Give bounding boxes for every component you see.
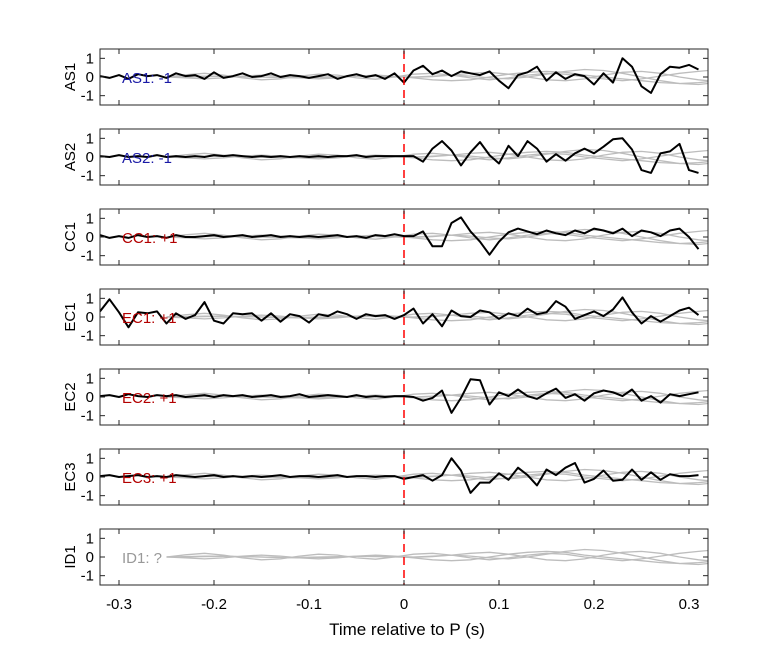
panel-plot-area	[100, 378, 708, 414]
y-tick-label: 0	[86, 149, 94, 166]
y-tick-label: -1	[81, 408, 94, 425]
y-tick-label: -1	[81, 168, 94, 185]
background-trace-2	[166, 150, 708, 165]
x-tick-label: 0.3	[679, 596, 700, 613]
background-trace-2	[166, 310, 708, 325]
x-axis: -0.3 -0.2 -0.1 0 0.1 0.2 0.3	[106, 596, 699, 613]
panel-plot-area	[100, 296, 708, 329]
station-axis-label: EC2	[62, 382, 79, 411]
station-axis-label: AS1	[62, 63, 79, 91]
y-tick-label: -1	[81, 568, 94, 585]
x-tick-label: -0.3	[106, 596, 132, 613]
y-tick-label: 1	[86, 130, 94, 147]
trace-ec1	[100, 296, 700, 329]
background-trace-1	[166, 389, 708, 402]
y-tick-label: 0	[86, 469, 94, 486]
trace-as1	[100, 57, 699, 94]
background-trace-1	[166, 69, 708, 82]
y-tick-label: 1	[86, 50, 94, 67]
panel-plot-area	[100, 57, 708, 94]
trace-as2	[100, 137, 699, 174]
panel-plot-area	[100, 216, 708, 256]
y-tick-label: -1	[81, 488, 94, 505]
polarity-label: AS1: -1	[122, 70, 172, 87]
y-tick-label: 1	[86, 530, 94, 547]
polarity-label: ID1: ?	[122, 550, 162, 567]
background-trace-2	[166, 390, 708, 405]
x-tick-label: 0.2	[584, 596, 605, 613]
y-tick-label: 1	[86, 290, 94, 307]
background-trace-4	[166, 548, 708, 566]
polarity-label: EC2: +1	[122, 390, 177, 407]
x-tick-label: 0.1	[489, 596, 510, 613]
background-trace-1	[166, 149, 708, 162]
x-tick-label: -0.1	[296, 596, 322, 613]
y-tick-label: 1	[86, 450, 94, 467]
background-trace-2	[166, 230, 708, 245]
y-tick-label: -1	[81, 88, 94, 105]
y-tick-label: 0	[86, 549, 94, 566]
panel-plot-area	[166, 548, 708, 566]
trace-ec2	[100, 378, 699, 414]
station-axis-label: ID1	[62, 545, 79, 568]
background-trace-2	[166, 470, 708, 485]
station-axis-label: EC1	[62, 302, 79, 331]
y-tick-label: 0	[86, 229, 94, 246]
x-tick-label: -0.2	[201, 596, 227, 613]
background-trace-1	[166, 549, 708, 562]
polarity-label: EC1: +1	[122, 310, 177, 327]
x-axis-label: Time relative to P (s)	[329, 620, 485, 639]
x-tick-label: 0	[400, 596, 408, 613]
station-axis-label: AS2	[62, 143, 79, 171]
y-tick-label: 0	[86, 389, 94, 406]
background-trace-2	[166, 550, 708, 565]
y-tick-label: -1	[81, 328, 94, 345]
polarity-label: AS2: -1	[122, 150, 172, 167]
station-axis-label: EC3	[62, 462, 79, 491]
station-axis-label: CC1	[62, 222, 79, 252]
polarity-label: CC1: +1	[122, 230, 177, 247]
background-trace-2	[166, 70, 708, 85]
panel-plot-area	[100, 137, 708, 174]
trace-ec3	[100, 457, 699, 494]
background-trace-4	[166, 308, 708, 326]
background-trace-1	[166, 229, 708, 242]
y-tick-label: 0	[86, 309, 94, 326]
y-tick-label: 0	[86, 69, 94, 86]
polarity-label: EC3: +1	[122, 470, 177, 487]
y-tick-label: 1	[86, 370, 94, 387]
trace-cc1	[100, 216, 700, 256]
y-tick-label: -1	[81, 248, 94, 265]
panel-plot-area	[100, 457, 708, 494]
y-tick-label: 1	[86, 210, 94, 227]
